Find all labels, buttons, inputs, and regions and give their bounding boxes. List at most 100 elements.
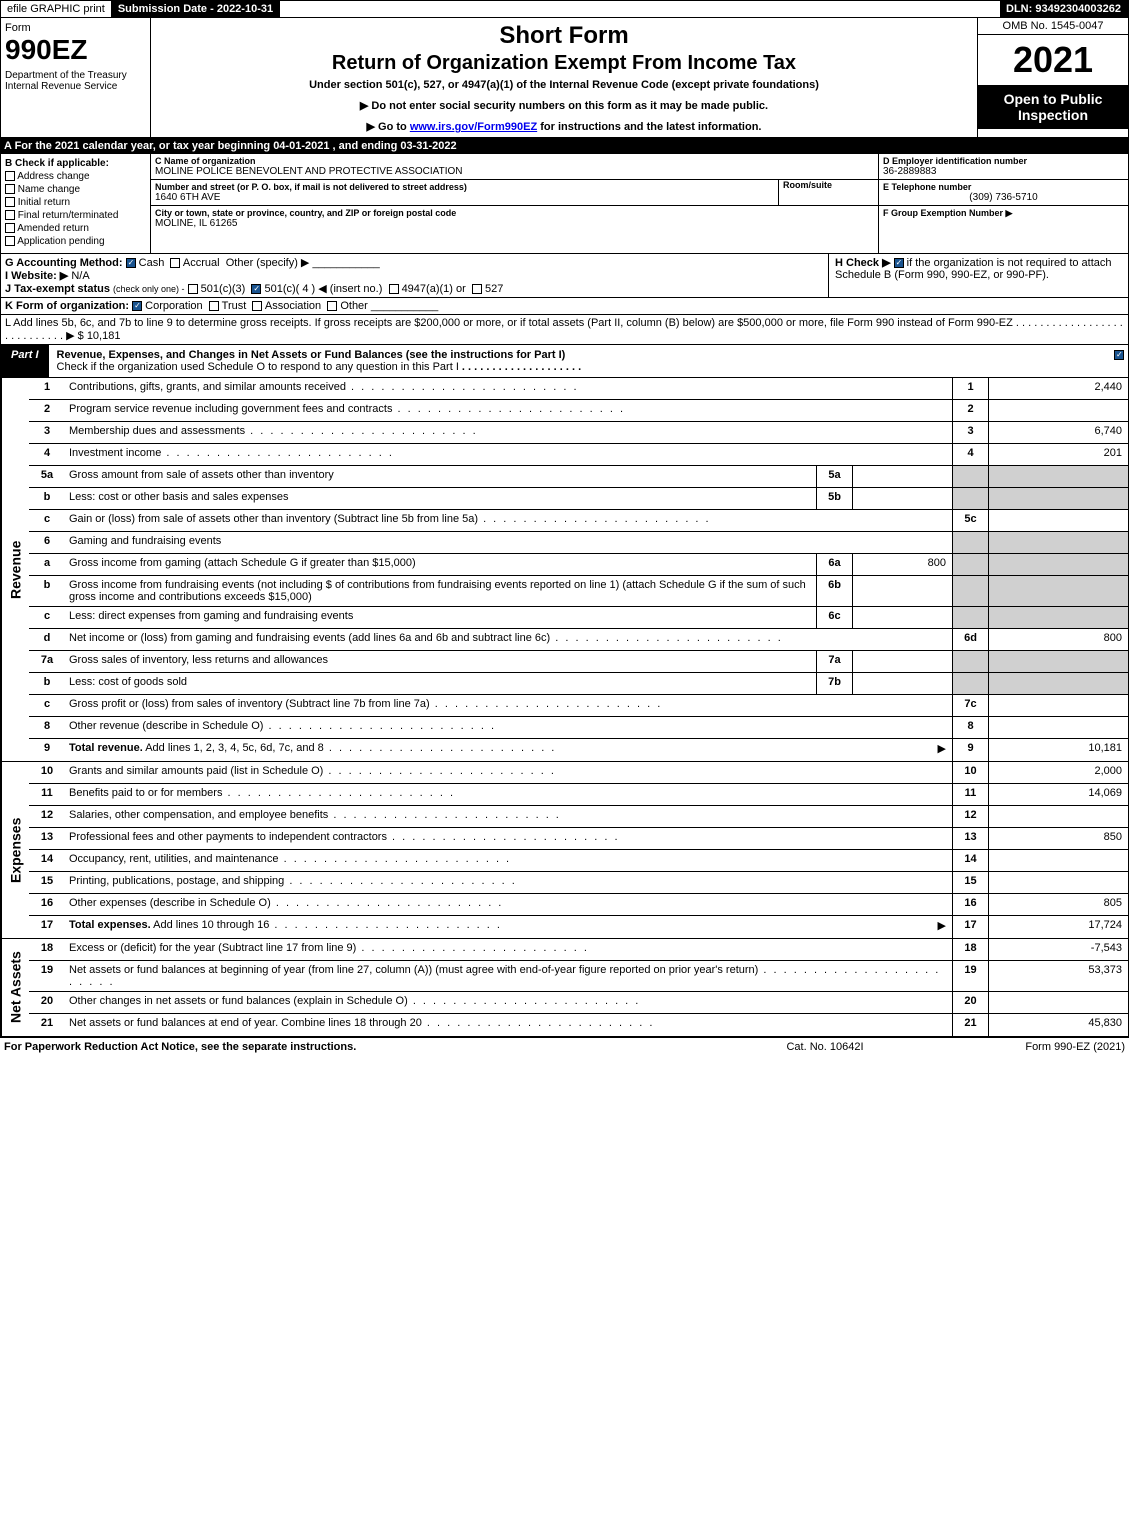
line-number: c xyxy=(29,695,65,716)
line-6d: dNet income or (loss) from gaming and fu… xyxy=(29,629,1128,651)
line-number: 3 xyxy=(29,422,65,443)
chk-address-change[interactable]: Address change xyxy=(5,171,146,182)
form-title: Short Form xyxy=(159,22,969,50)
line-number: 14 xyxy=(29,850,65,871)
addr-label: Number and street (or P. O. box, if mail… xyxy=(155,182,778,192)
page-footer: For Paperwork Reduction Act Notice, see … xyxy=(0,1037,1129,1056)
line-11: 11Benefits paid to or for members1114,06… xyxy=(29,784,1128,806)
catalog-number: Cat. No. 10642I xyxy=(725,1041,925,1053)
revenue-section: Revenue 1Contributions, gifts, grants, a… xyxy=(0,378,1129,762)
amount-value xyxy=(988,695,1128,716)
expenses-sidebar: Expenses xyxy=(1,762,29,938)
line-number: c xyxy=(29,607,65,628)
chk-501c3[interactable] xyxy=(188,284,198,294)
col-b-header: B Check if applicable: xyxy=(5,158,146,169)
line-number: 12 xyxy=(29,806,65,827)
row-l: L Add lines 5b, 6c, and 7b to line 9 to … xyxy=(0,315,1129,345)
amount-value xyxy=(988,400,1128,421)
chk-4947[interactable] xyxy=(389,284,399,294)
chk-corporation[interactable] xyxy=(132,301,142,311)
line-description: Gross sales of inventory, less returns a… xyxy=(65,651,816,672)
subline-value xyxy=(852,607,952,628)
line-number: 18 xyxy=(29,939,65,960)
line-description: Less: cost of goods sold xyxy=(65,673,816,694)
line-number: d xyxy=(29,629,65,650)
chk-initial-return[interactable]: Initial return xyxy=(5,197,146,208)
result-line-number: 2 xyxy=(952,400,988,421)
line-description: Other revenue (describe in Schedule O) xyxy=(65,717,952,738)
section-bcdef: B Check if applicable: Address change Na… xyxy=(0,154,1129,254)
ein-label: D Employer identification number xyxy=(883,156,1124,166)
line-description: Benefits paid to or for members xyxy=(65,784,952,805)
chk-amended-return[interactable]: Amended return xyxy=(5,223,146,234)
goto-note: ▶ Go to www.irs.gov/Form990EZ for instru… xyxy=(159,120,969,133)
line-number: 13 xyxy=(29,828,65,849)
line-description: Net assets or fund balances at beginning… xyxy=(65,961,952,991)
line-5b: bLess: cost or other basis and sales exp… xyxy=(29,488,1128,510)
tax-exempt-label: J Tax-exempt status xyxy=(5,283,110,295)
expenses-section: Expenses 10Grants and similar amounts pa… xyxy=(0,762,1129,939)
chk-application-pending[interactable]: Application pending xyxy=(5,236,146,247)
amount-value: -7,543 xyxy=(988,939,1128,960)
amount-value: 2,440 xyxy=(988,378,1128,399)
part-1-header: Part I Revenue, Expenses, and Changes in… xyxy=(0,345,1129,378)
line-7a: 7aGross sales of inventory, less returns… xyxy=(29,651,1128,673)
amount-value: 201 xyxy=(988,444,1128,465)
chk-final-return[interactable]: Final return/terminated xyxy=(5,210,146,221)
netassets-section: Net Assets 18Excess or (deficit) for the… xyxy=(0,939,1129,1037)
chk-schedule-o-part1[interactable] xyxy=(1114,350,1124,360)
chk-association[interactable] xyxy=(252,301,262,311)
form-header: Form 990EZ Department of the Treasury In… xyxy=(0,18,1129,138)
efile-label[interactable]: efile GRAPHIC print xyxy=(1,1,112,17)
top-bar: efile GRAPHIC print Submission Date - 20… xyxy=(0,0,1129,18)
chk-cash[interactable] xyxy=(126,258,136,268)
line-description: Gross amount from sale of assets other t… xyxy=(65,466,816,487)
subline-number: 5a xyxy=(816,466,852,487)
chk-accrual[interactable] xyxy=(170,258,180,268)
line-number: b xyxy=(29,488,65,509)
line-description: Gain or (loss) from sale of assets other… xyxy=(65,510,952,531)
website-label: I Website: ▶ xyxy=(5,270,68,282)
line-number: 1 xyxy=(29,378,65,399)
line-description: Gross profit or (loss) from sales of inv… xyxy=(65,695,952,716)
part-1-check-note: Check if the organization used Schedule … xyxy=(57,361,459,373)
amount-value xyxy=(988,717,1128,738)
org-city: MOLINE, IL 61265 xyxy=(155,218,874,229)
line-description: Other changes in net assets or fund bala… xyxy=(65,992,952,1013)
chk-schedule-b[interactable] xyxy=(894,258,904,268)
amount-value: 10,181 xyxy=(988,739,1128,761)
line-description: Net assets or fund balances at end of ye… xyxy=(65,1014,952,1036)
chk-trust[interactable] xyxy=(209,301,219,311)
chk-name-change[interactable]: Name change xyxy=(5,184,146,195)
line-number: 20 xyxy=(29,992,65,1013)
amount-value xyxy=(988,872,1128,893)
amount-value: 6,740 xyxy=(988,422,1128,443)
under-section: Under section 501(c), 527, or 4947(a)(1)… xyxy=(159,79,969,91)
line-6: 6Gaming and fundraising events xyxy=(29,532,1128,554)
dln: DLN: 93492304003262 xyxy=(1000,1,1128,17)
line-description: Total expenses. Add lines 10 through 16 xyxy=(65,916,932,938)
amount-value: 2,000 xyxy=(988,762,1128,783)
result-line-number: 13 xyxy=(952,828,988,849)
line-3: 3Membership dues and assessments36,740 xyxy=(29,422,1128,444)
line-number: 10 xyxy=(29,762,65,783)
line-4: 4Investment income4201 xyxy=(29,444,1128,466)
line-number: 16 xyxy=(29,894,65,915)
line-12: 12Salaries, other compensation, and empl… xyxy=(29,806,1128,828)
result-line-number: 4 xyxy=(952,444,988,465)
revenue-sidebar: Revenue xyxy=(1,378,29,761)
line-number: a xyxy=(29,554,65,575)
irs-link[interactable]: www.irs.gov/Form990EZ xyxy=(410,121,537,133)
line-description: Grants and similar amounts paid (list in… xyxy=(65,762,952,783)
chk-501c[interactable] xyxy=(251,284,261,294)
line-number: 19 xyxy=(29,961,65,991)
phone-label: E Telephone number xyxy=(883,182,1124,192)
chk-527[interactable] xyxy=(472,284,482,294)
subline-value xyxy=(852,488,952,509)
line-description: Total revenue. Add lines 1, 2, 3, 4, 5c,… xyxy=(65,739,932,761)
phone-value: (309) 736-5710 xyxy=(883,192,1124,203)
line-number: 9 xyxy=(29,739,65,761)
col-b-checkboxes: B Check if applicable: Address change Na… xyxy=(1,154,151,253)
line-description: Salaries, other compensation, and employ… xyxy=(65,806,952,827)
chk-other-org[interactable] xyxy=(327,301,337,311)
